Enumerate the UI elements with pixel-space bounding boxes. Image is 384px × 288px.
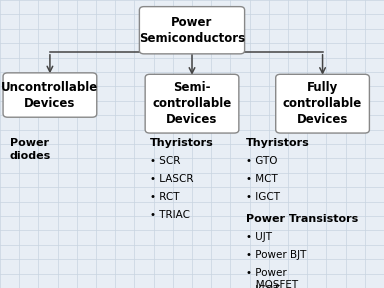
- Text: • Power
   MOSFET: • Power MOSFET: [246, 268, 298, 288]
- Text: • MCT: • MCT: [246, 174, 278, 184]
- Text: • SCR: • SCR: [150, 156, 180, 166]
- Text: Power
Semiconductors: Power Semiconductors: [139, 16, 245, 45]
- FancyBboxPatch shape: [3, 73, 97, 117]
- FancyBboxPatch shape: [276, 74, 369, 133]
- Text: • TRIAC: • TRIAC: [150, 210, 190, 220]
- Text: Fully
controllable
Devices: Fully controllable Devices: [283, 81, 362, 126]
- Text: • LASCR: • LASCR: [150, 174, 193, 184]
- Text: Thyristors: Thyristors: [150, 138, 214, 148]
- Text: Power Transistors: Power Transistors: [246, 214, 358, 224]
- Text: • IGBT: • IGBT: [246, 285, 280, 288]
- FancyBboxPatch shape: [139, 7, 245, 54]
- FancyBboxPatch shape: [145, 74, 239, 133]
- Text: • RCT: • RCT: [150, 192, 179, 202]
- Text: • IGCT: • IGCT: [246, 192, 280, 202]
- Text: • GTO: • GTO: [246, 156, 277, 166]
- Text: • Power BJT: • Power BJT: [246, 250, 306, 260]
- Text: Power
diodes: Power diodes: [10, 138, 51, 162]
- Text: Uncontrollable
Devices: Uncontrollable Devices: [1, 81, 99, 109]
- Text: Semi-
controllable
Devices: Semi- controllable Devices: [152, 81, 232, 126]
- Text: Thyristors: Thyristors: [246, 138, 310, 148]
- Text: • UJT: • UJT: [246, 232, 272, 242]
